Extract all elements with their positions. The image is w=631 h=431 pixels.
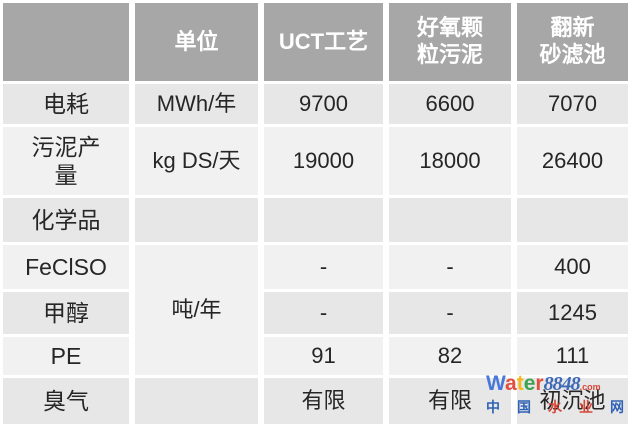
value-cell-sand: 初沉池	[517, 378, 628, 424]
row-label: FeClSO	[3, 245, 129, 289]
header-cell-unit: 单位	[135, 3, 258, 81]
value-cell-granular: 有限	[389, 378, 511, 424]
header-cell-uct: UCT工艺	[264, 3, 383, 81]
unit-cell	[135, 378, 258, 424]
row-label: 甲醇	[3, 292, 129, 334]
row-label: 臭气	[3, 378, 129, 424]
value-cell-uct	[264, 198, 383, 242]
row-label: PE	[3, 337, 129, 375]
table-row-methanol: 甲醇 - - 1245	[3, 292, 628, 334]
value-cell-granular	[389, 198, 511, 242]
row-label: 化学品	[3, 198, 129, 242]
value-cell-uct: 91	[264, 337, 383, 375]
value-cell-uct: -	[264, 292, 383, 334]
table-row-feclso: FeClSO 吨/年 - - 400	[3, 245, 628, 375]
header-row: 单位 UCT工艺 好氧颗 粒污泥 翻新 砂滤池	[3, 3, 628, 81]
table-row-power: 电耗 MWh/年 9700 6600 7070	[3, 84, 628, 124]
value-cell-uct: -	[264, 245, 383, 289]
value-cell-sand: 400	[517, 245, 628, 289]
value-cell-granular: 82	[389, 337, 511, 375]
table-row-sludge-production: 污泥产 量 kg DS/天 19000 18000 26400	[3, 127, 628, 195]
table-row-chemicals: 化学品	[3, 198, 628, 242]
unit-cell-tons-per-year: 吨/年	[135, 245, 258, 375]
value-cell-granular: 6600	[389, 84, 511, 124]
table-row-odor: 臭气 有限 有限 初沉池	[3, 378, 628, 424]
header-cell-renovated-sand-filter: 翻新 砂滤池	[517, 3, 628, 81]
value-cell-granular: -	[389, 245, 511, 289]
value-cell-sand: 1245	[517, 292, 628, 334]
row-label: 污泥产 量	[3, 127, 129, 195]
row-label: 电耗	[3, 84, 129, 124]
value-cell-uct: 有限	[264, 378, 383, 424]
value-cell-sand: 7070	[517, 84, 628, 124]
value-cell-uct: 9700	[264, 84, 383, 124]
value-cell-granular: 18000	[389, 127, 511, 195]
value-cell-sand: 111	[517, 337, 628, 375]
value-cell-uct: 19000	[264, 127, 383, 195]
table-row-pe: PE 91 82 111	[3, 337, 628, 375]
value-cell-granular: -	[389, 292, 511, 334]
unit-cell: MWh/年	[135, 84, 258, 124]
header-cell-aerobic-granular-sludge: 好氧颗 粒污泥	[389, 3, 511, 81]
header-cell-blank	[3, 3, 129, 81]
value-cell-sand: 26400	[517, 127, 628, 195]
unit-cell	[135, 198, 258, 242]
value-cell-sand	[517, 198, 628, 242]
unit-cell: kg DS/天	[135, 127, 258, 195]
